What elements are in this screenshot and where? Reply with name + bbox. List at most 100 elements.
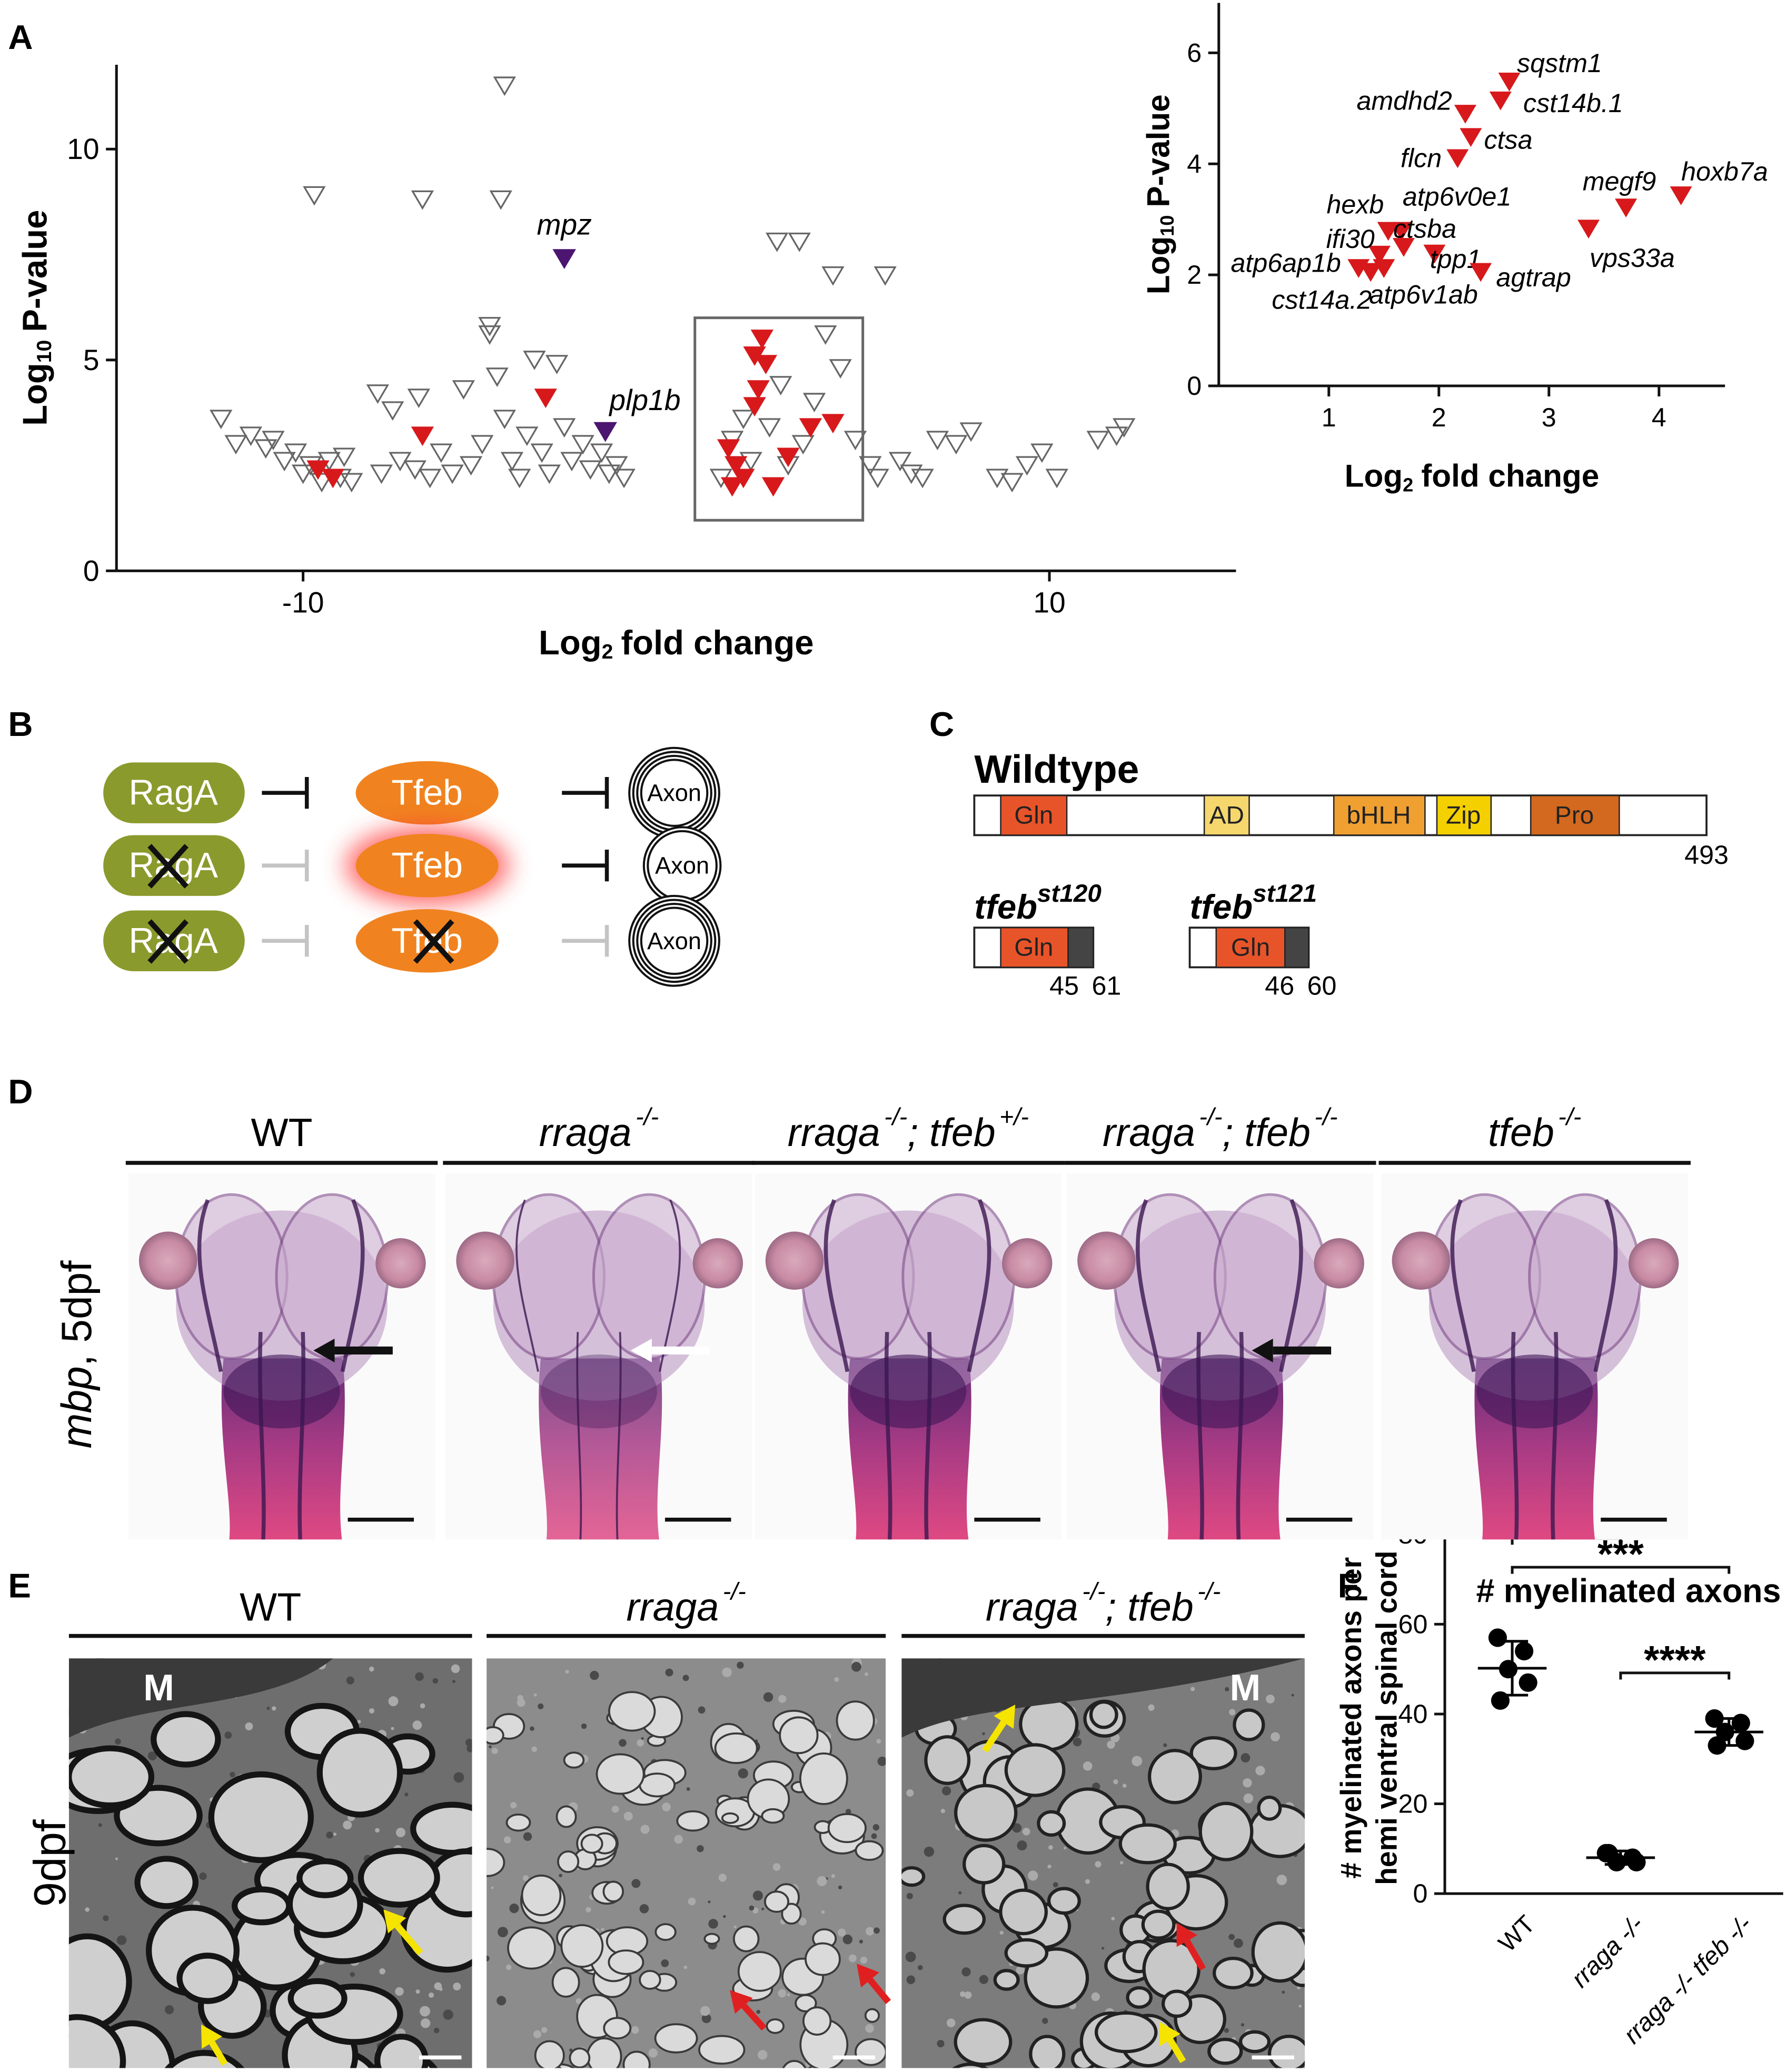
texture xyxy=(1119,1861,1124,1865)
domain-label: Gln xyxy=(1014,801,1053,829)
genotype: -/- xyxy=(884,1103,907,1130)
texture xyxy=(343,1820,352,1830)
data-point xyxy=(332,447,356,467)
texture xyxy=(375,1828,380,1833)
texture xyxy=(1017,1840,1027,1851)
micrograph xyxy=(901,1658,1305,2068)
allele-name: tfebst120 xyxy=(974,879,1102,925)
texture xyxy=(821,1910,825,1914)
optic-lobe xyxy=(1113,1193,1227,1360)
axon-rings xyxy=(642,826,722,905)
data-point xyxy=(732,410,755,430)
texture xyxy=(412,1720,422,1730)
texture xyxy=(906,1789,914,1797)
texture xyxy=(590,1670,599,1680)
data-point xyxy=(411,426,434,446)
data-point xyxy=(1489,91,1512,111)
point-label: amdhd2 xyxy=(1356,86,1452,115)
texture xyxy=(661,1959,669,1967)
texture xyxy=(586,1907,591,1912)
fish-body xyxy=(539,1358,662,1540)
eye xyxy=(375,1238,426,1289)
knockout-cross xyxy=(413,919,454,964)
data-point xyxy=(1454,105,1476,124)
optic-lobe xyxy=(174,1193,289,1360)
texture xyxy=(708,1919,718,1929)
axon-profile xyxy=(1037,1810,1066,1837)
axon-profile xyxy=(287,1978,348,2019)
inhibition xyxy=(262,850,309,882)
axis-label-sub: 2 xyxy=(602,641,613,663)
raga-label: RagA xyxy=(128,921,218,961)
texture xyxy=(961,1967,971,1977)
arrow-shaft xyxy=(1167,2038,1186,2064)
nerve-tracts xyxy=(515,1199,681,1540)
inhibition xyxy=(562,850,609,882)
axon-profile xyxy=(1207,2037,1243,2065)
texture xyxy=(379,1968,385,1975)
data-point xyxy=(1515,1642,1534,1661)
texture xyxy=(559,1874,562,1877)
domain xyxy=(1436,794,1492,836)
axis-label-text: P-value xyxy=(15,210,54,332)
texture xyxy=(937,2039,945,2048)
texture xyxy=(357,1720,361,1724)
texture xyxy=(1243,1793,1254,1804)
axon-label: Axon xyxy=(647,780,701,806)
data-point xyxy=(1460,128,1482,147)
texture xyxy=(1271,1732,1280,1742)
axon-profile xyxy=(1029,2035,1066,2068)
texture xyxy=(611,1805,619,1813)
region-marker: M xyxy=(143,1667,174,1708)
domain-label: Gln xyxy=(1231,933,1270,961)
axon-profile xyxy=(1238,2030,1271,2054)
arrow-head xyxy=(994,1705,1016,1729)
texture xyxy=(1107,1740,1115,1749)
data-point xyxy=(720,477,744,497)
data-point xyxy=(1113,418,1136,438)
highlighted-point xyxy=(552,249,576,270)
gene: tfeb xyxy=(974,888,1037,926)
texture xyxy=(1122,1784,1127,1788)
gene: rraga xyxy=(1103,1110,1195,1154)
point-label: atp6ap1b xyxy=(1231,248,1341,277)
data-point xyxy=(500,452,524,472)
data-point xyxy=(791,435,815,455)
panel-label: E xyxy=(8,1567,31,1605)
axon-rings xyxy=(628,894,720,987)
axon-profile xyxy=(732,1925,760,1953)
axon-profile xyxy=(781,1902,802,1925)
point-label: atp6v0e1 xyxy=(1403,182,1512,212)
data-point xyxy=(493,76,516,96)
texture xyxy=(404,1792,409,1797)
texture xyxy=(906,1975,916,1985)
texture xyxy=(738,1768,748,1779)
axon-profile xyxy=(1141,1909,1176,1940)
column-header: rraga -/-; tfeb -/- xyxy=(986,1577,1221,1629)
data-point xyxy=(1086,431,1109,451)
texture xyxy=(453,1772,464,1783)
texture xyxy=(98,1823,103,1827)
axon-profile xyxy=(231,1886,292,1926)
data-point xyxy=(598,464,621,484)
data-point xyxy=(291,464,315,484)
texture xyxy=(641,1737,644,1740)
texture xyxy=(1225,1687,1229,1691)
data-point xyxy=(478,317,501,336)
data-point xyxy=(515,426,539,446)
gene: ; tfeb xyxy=(1105,1585,1193,1629)
tfeb-label: Tfeb xyxy=(391,846,463,885)
axon-profile xyxy=(1251,1921,1305,1983)
axon-profile xyxy=(487,1726,504,1745)
texture xyxy=(758,2050,768,2060)
data-point xyxy=(430,443,453,463)
inset-region xyxy=(693,316,865,522)
inhibition xyxy=(562,925,609,957)
data-point xyxy=(911,469,934,489)
texture xyxy=(391,1727,394,1730)
axon-profile xyxy=(1189,1736,1237,1770)
arrow-shaft xyxy=(394,1923,423,1956)
data-point xyxy=(725,456,748,476)
axon-label: Axon xyxy=(655,852,709,879)
axon-profile xyxy=(864,2008,880,2023)
